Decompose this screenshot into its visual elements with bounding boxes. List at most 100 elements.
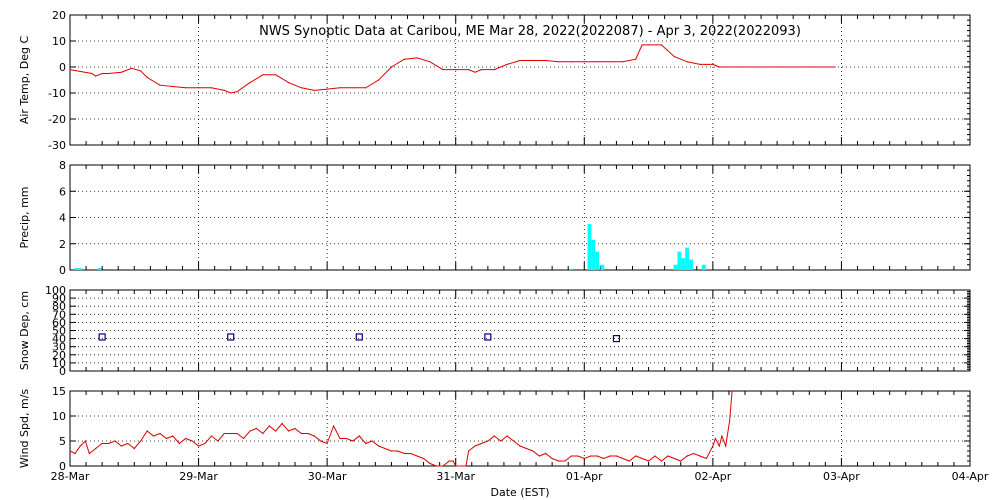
data-point [172,85,174,88]
data-point [371,440,373,442]
data-point [442,465,444,467]
data-point [512,440,515,442]
data-point [609,455,611,457]
data-point [641,457,643,460]
data-point [230,92,232,94]
y-tick-label: 10 [52,357,66,370]
y-tick-label: -30 [48,139,66,152]
data-point [320,440,322,442]
data-point [339,437,341,440]
y-tick-label: 15 [52,385,66,398]
data-point [384,447,386,450]
data-point [712,63,714,65]
data-point [146,76,148,78]
data-point [159,84,161,86]
data-point [107,72,110,75]
precip-bar [600,264,605,270]
data-point [712,445,714,447]
y-tick-label: 4 [59,212,66,225]
data-point [146,430,148,432]
y-tick-label: 100 [45,284,66,297]
data-point [737,66,740,68]
snow-depth-marker [612,335,621,343]
data-point [686,455,688,457]
y-tick-label: 2 [59,238,66,251]
precip-bar [673,264,678,270]
data-point [583,61,585,63]
data-point [545,59,547,62]
data-point [714,437,717,440]
data-point [635,58,637,60]
data-point [120,445,123,447]
data-point [365,442,367,445]
snow-depth-marker [227,333,235,341]
snow-depth-marker [98,333,106,341]
data-point [197,87,200,89]
data-point [101,442,103,445]
data-point [275,430,277,432]
series-line [69,44,835,94]
data-point [692,452,695,455]
data-point [217,440,219,442]
data-point [101,72,103,75]
data-point [660,44,663,46]
data-point [448,460,450,462]
data-point [307,432,309,435]
data-point [403,58,405,60]
y-tick-label: 5 [59,435,66,448]
data-point [622,457,624,460]
data-point [120,71,123,73]
data-point [152,435,155,437]
data-point [287,82,290,84]
data-point [377,79,380,81]
data-point [532,59,534,62]
data-point [455,465,457,467]
data-point [718,66,720,68]
y-tick-label: 50 [52,325,66,338]
data-point [641,44,643,46]
y-tick-label: 20 [52,349,66,362]
data-point [705,457,708,460]
precip-bar [677,251,682,270]
data-point [699,63,701,65]
data-point [249,430,251,432]
precip-bar [681,258,686,270]
panel-frame [69,390,971,467]
data-point [339,87,341,89]
data-point [172,435,174,437]
data-point [538,455,540,457]
data-point [673,457,675,460]
data-point [210,435,213,437]
x-tick-label: 31-Mar [436,470,475,483]
data-point [493,69,495,71]
data-point [551,457,553,460]
data-point [262,432,264,435]
y-tick-label: 70 [52,308,66,321]
data-point [731,390,733,392]
data-point [686,61,688,63]
data-point [185,437,187,440]
data-point [275,74,277,76]
data-point [268,425,270,427]
data-point [493,435,495,437]
data-point [332,425,335,427]
data-point [622,61,624,63]
data-point [84,440,87,442]
data-point [91,72,93,75]
precip-bar [689,259,693,270]
data-point [390,450,393,452]
data-point [255,427,258,430]
data-point [345,437,348,440]
data-point [602,457,605,460]
data-point [474,71,476,73]
precip-bar [595,251,600,270]
series-line [69,390,733,467]
data-point [628,460,630,462]
data-point [557,61,560,63]
y-tick-label: 20 [52,9,66,22]
data-point [532,450,534,452]
data-point [500,440,502,442]
data-point [230,432,232,435]
data-point [442,69,444,71]
data-point [570,455,573,457]
